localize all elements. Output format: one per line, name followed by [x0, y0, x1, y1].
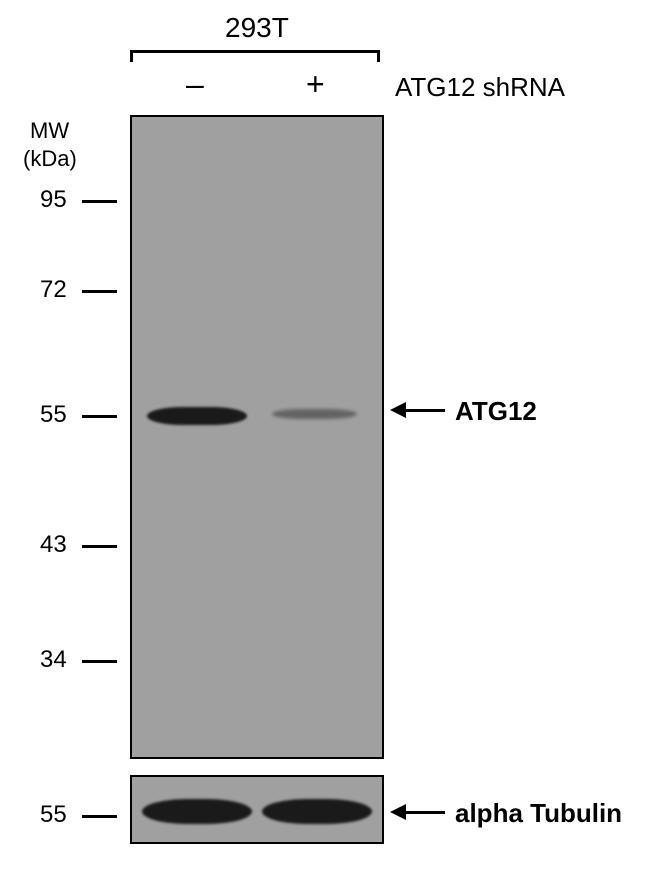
label-atg12: ATG12 [455, 396, 537, 427]
band-atg12-neg [147, 407, 247, 425]
label-tubulin: alpha Tubulin [455, 798, 622, 829]
band-atg12-pos [272, 409, 357, 419]
mw-72: 72 [40, 276, 67, 304]
arrow-shaft [406, 811, 445, 814]
header-bracket-tick-left [130, 50, 133, 62]
main-membrane [130, 115, 384, 759]
condition-label: ATG12 shRNA [395, 72, 565, 103]
mw-title-1: MW [30, 118, 69, 144]
header-bracket-line [130, 50, 380, 53]
mw-55: 55 [40, 401, 67, 429]
mw-34-tick [82, 660, 117, 663]
band-tubulin-neg [142, 799, 252, 824]
lane-sign-minus: – [186, 66, 204, 103]
cell-line-label: 293T [225, 12, 289, 44]
mw-72-tick [82, 290, 117, 293]
mw-95: 95 [40, 186, 67, 214]
western-blot-figure: 293T – + ATG12 shRNA MW (kDa) 95 72 55 4… [0, 0, 650, 880]
mw-55-tick [82, 415, 117, 418]
band-tubulin-pos [262, 799, 372, 824]
arrow-head-icon [390, 804, 406, 820]
mw-43: 43 [40, 531, 67, 559]
arrow-shaft [406, 409, 445, 412]
mw-55-tubulin: 55 [40, 801, 67, 829]
arrow-head-icon [390, 402, 406, 418]
mw-34: 34 [40, 646, 67, 674]
arrow-atg12 [390, 402, 445, 418]
mw-43-tick [82, 545, 117, 548]
tubulin-membrane [130, 775, 384, 844]
mw-95-tick [82, 200, 117, 203]
mw-55-tubulin-tick [82, 815, 117, 818]
mw-title-2: (kDa) [23, 146, 77, 172]
lane-sign-plus: + [306, 66, 325, 103]
arrow-tubulin [390, 804, 445, 820]
header-bracket-tick-right [377, 50, 380, 62]
